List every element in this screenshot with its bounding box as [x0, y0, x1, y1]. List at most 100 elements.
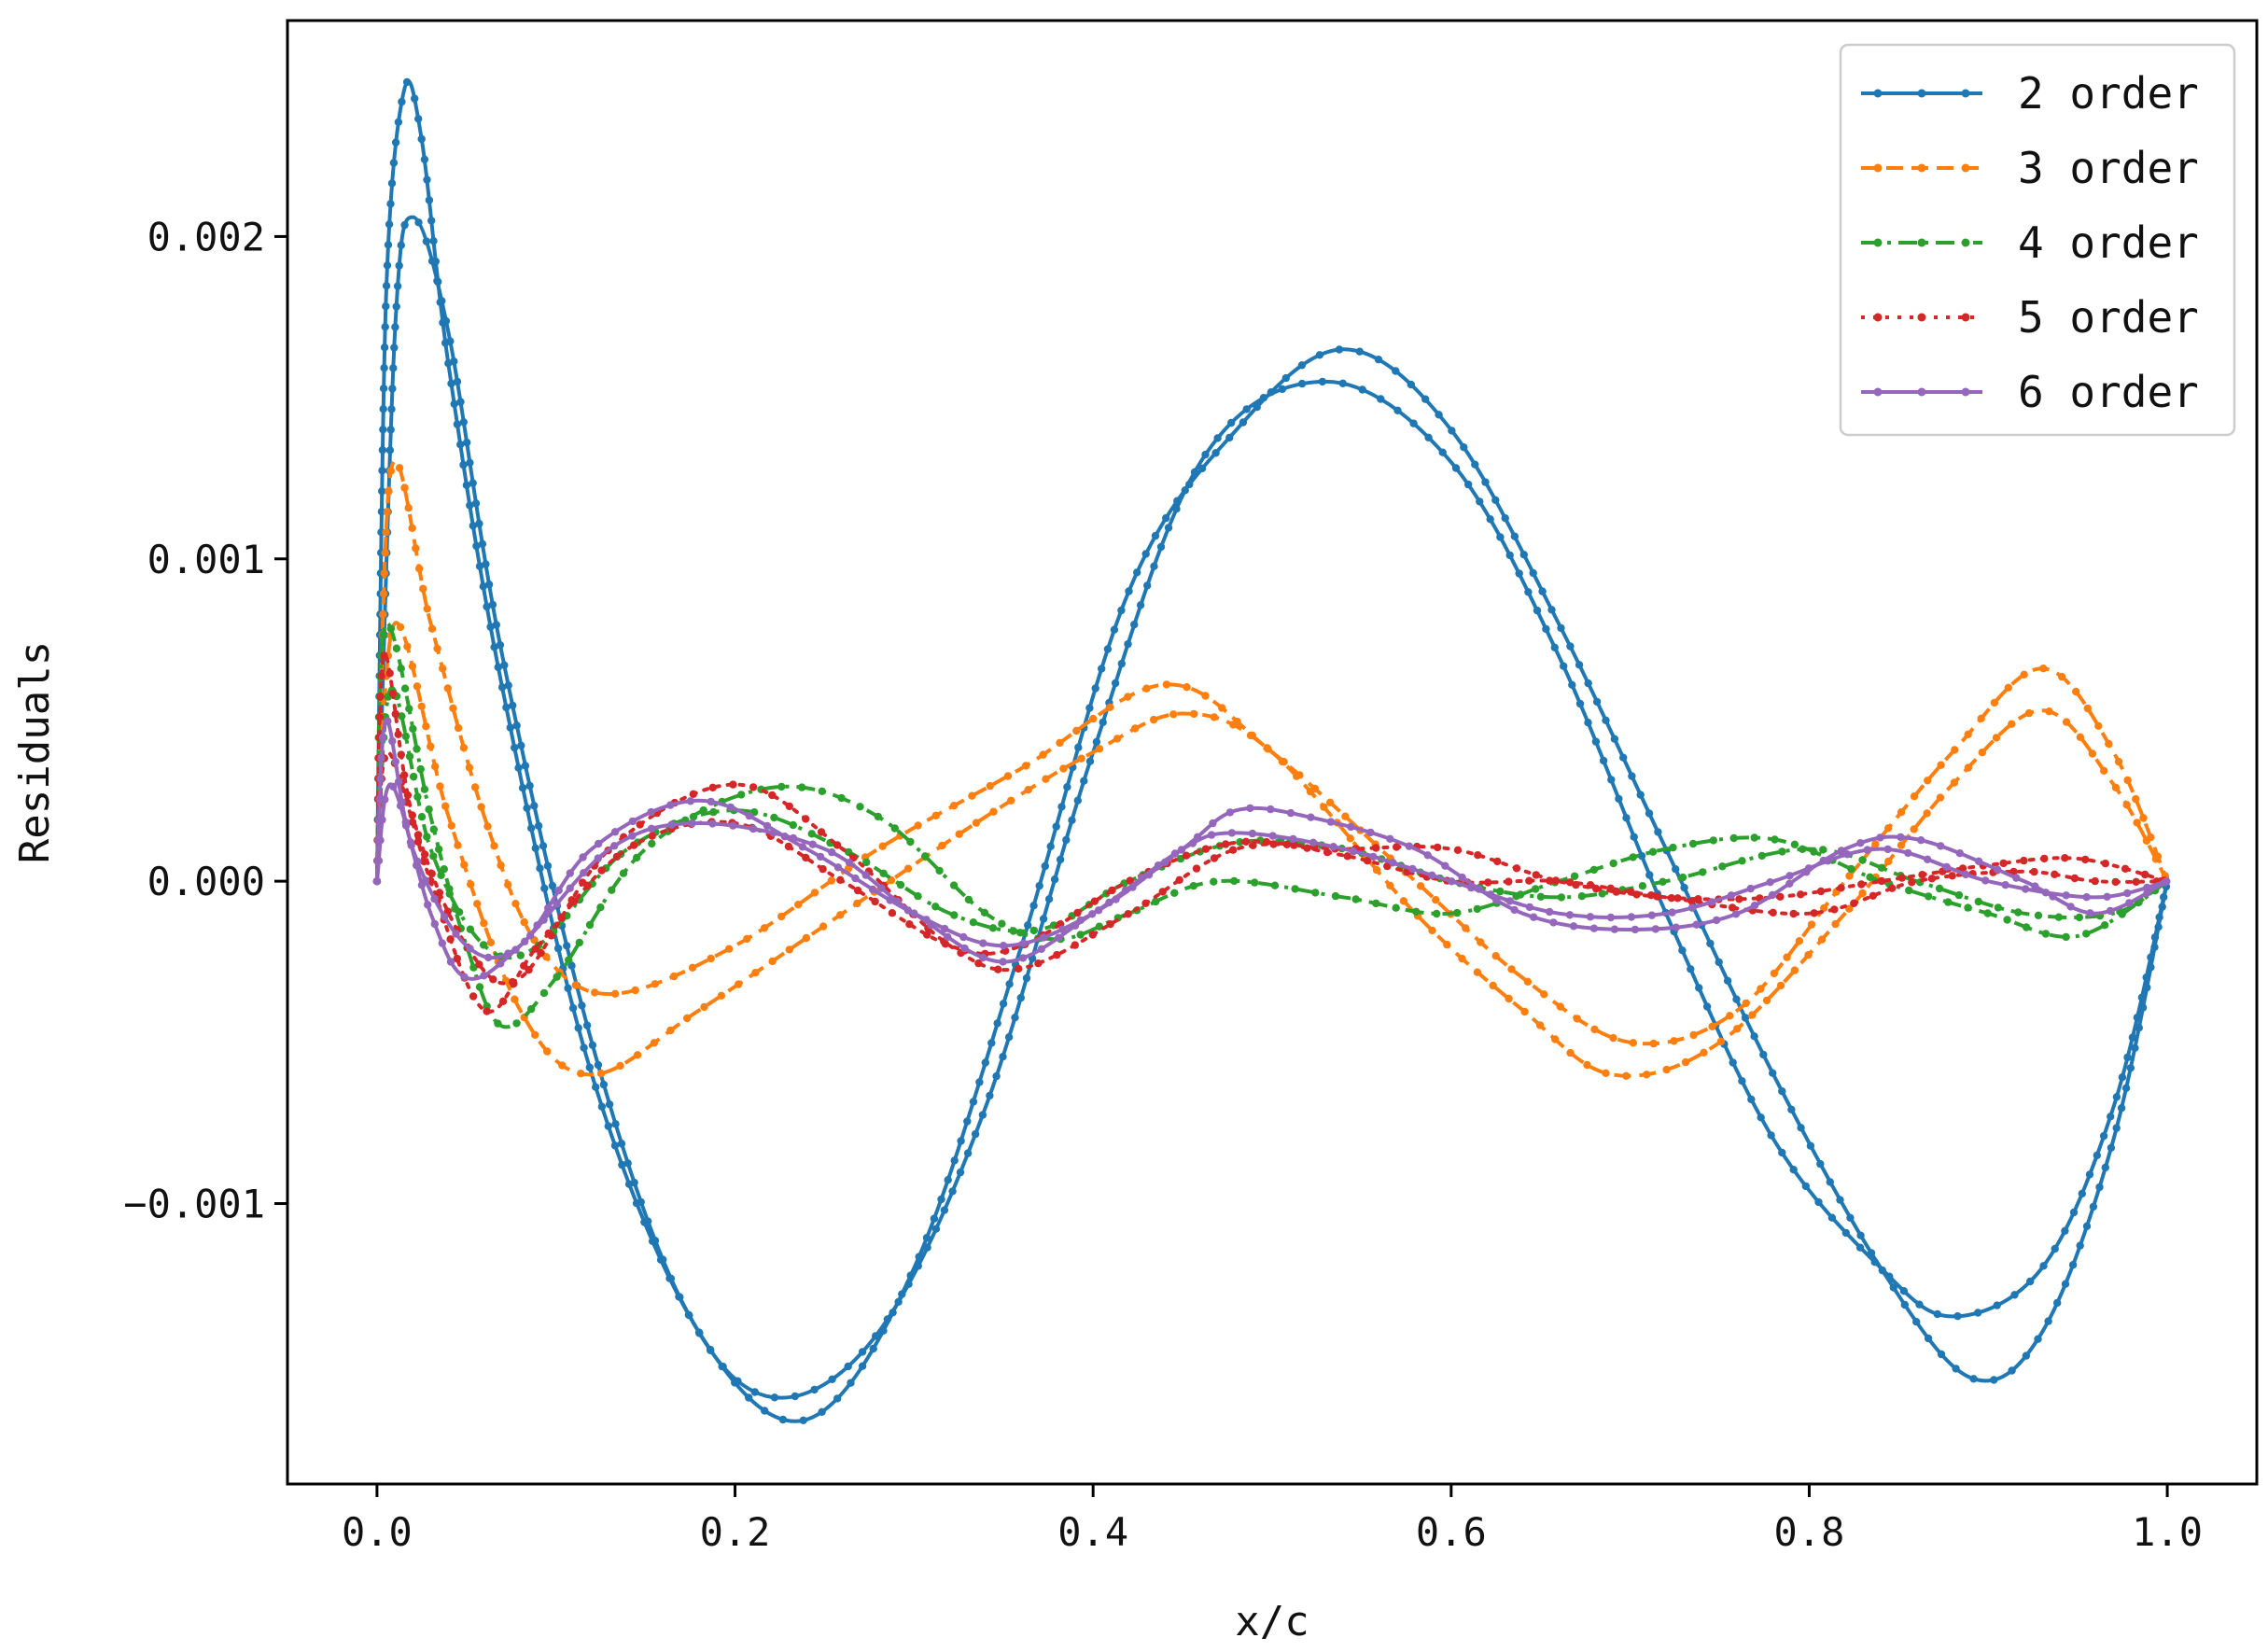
data-point [633, 1051, 642, 1059]
data-point [631, 986, 639, 995]
data-point [1750, 833, 1758, 842]
data-point [446, 935, 455, 944]
data-point [597, 1102, 607, 1111]
data-point [1162, 513, 1170, 523]
data-point [1884, 857, 1893, 866]
data-point [588, 1041, 597, 1050]
data-point [441, 913, 449, 921]
data-point [453, 377, 462, 386]
data-point [1942, 862, 1951, 872]
data-point [1687, 965, 1695, 973]
data-point [1072, 726, 1081, 735]
data-point [1817, 935, 1827, 944]
data-point [1210, 854, 1219, 862]
data-point [964, 895, 973, 904]
data-point [1738, 1077, 1746, 1085]
data-point [685, 1311, 693, 1320]
data-point [1855, 1243, 1865, 1252]
data-point [2139, 814, 2148, 822]
data-point [890, 824, 899, 833]
data-point [1121, 886, 1130, 895]
data-point [1433, 909, 1441, 918]
data-point [1978, 749, 1986, 757]
data-point [789, 833, 798, 843]
data-point [960, 944, 969, 953]
data-point [1188, 839, 1197, 847]
data-point [769, 829, 777, 837]
data-point [1871, 840, 1880, 848]
data-point [1077, 754, 1085, 763]
legend-item: 6 order [1861, 367, 2199, 417]
data-point [1029, 902, 1038, 910]
data-point [413, 792, 422, 801]
data-point [2010, 1291, 2019, 1299]
data-point [993, 1019, 1001, 1028]
data-point [512, 1019, 521, 1028]
data-point [558, 1061, 567, 1070]
data-point [666, 1026, 675, 1035]
data-point [1309, 838, 1318, 847]
data-point [433, 276, 441, 286]
data-point [1009, 927, 1018, 935]
data-point [405, 705, 413, 713]
data-point [1080, 777, 1088, 785]
data-point [2061, 854, 2069, 862]
data-point [2133, 1014, 2142, 1022]
data-point [388, 690, 398, 698]
data-point [1393, 843, 1401, 851]
data-point [2076, 733, 2085, 741]
data-point [514, 763, 523, 772]
data-point [2022, 885, 2030, 893]
data-point [1723, 976, 1732, 986]
data-point [770, 813, 778, 822]
data-point [2024, 708, 2034, 718]
data-point [844, 1362, 852, 1371]
data-point [2100, 921, 2109, 930]
data-point [1727, 891, 1736, 900]
data-point [1278, 385, 1287, 394]
data-point [1493, 857, 1502, 866]
data-point [2111, 877, 2120, 887]
data-point [1533, 606, 1542, 615]
data-point [2054, 913, 2064, 921]
data-point [454, 723, 463, 733]
data-point [429, 852, 438, 861]
data-point [1042, 775, 1050, 783]
data-point [717, 991, 726, 1001]
data-point [1955, 849, 1964, 858]
data-point [1448, 877, 1456, 886]
data-point [2051, 1244, 2059, 1253]
data-point [833, 863, 843, 872]
data-point [1952, 1365, 1960, 1373]
data-point [2126, 1064, 2135, 1072]
data-point [516, 951, 525, 959]
data-point [1369, 852, 1378, 861]
data-point [379, 426, 387, 434]
data-point [2123, 889, 2132, 898]
data-point [940, 1206, 949, 1214]
data-point [1393, 406, 1402, 414]
data-point [520, 961, 528, 971]
data-point [1053, 950, 1061, 959]
data-point [1856, 1231, 1865, 1239]
data-point [2082, 1222, 2092, 1231]
data-point [1211, 449, 1220, 457]
data-point [391, 138, 400, 147]
data-point [1771, 835, 1779, 844]
data-point [1523, 977, 1533, 987]
data-point [548, 881, 557, 890]
data-point [453, 420, 462, 428]
data-point [504, 880, 512, 889]
data-point [1019, 939, 1029, 947]
data-point [1863, 846, 1872, 854]
data-point [1547, 606, 1556, 614]
data-point [504, 681, 512, 690]
data-point [1827, 1213, 1837, 1222]
data-point [1790, 966, 1799, 974]
data-point [1609, 859, 1617, 868]
data-point [1994, 903, 2003, 912]
data-point [1731, 910, 1741, 918]
data-point [469, 992, 478, 1001]
data-point [604, 1122, 612, 1130]
data-point [2034, 1335, 2042, 1343]
